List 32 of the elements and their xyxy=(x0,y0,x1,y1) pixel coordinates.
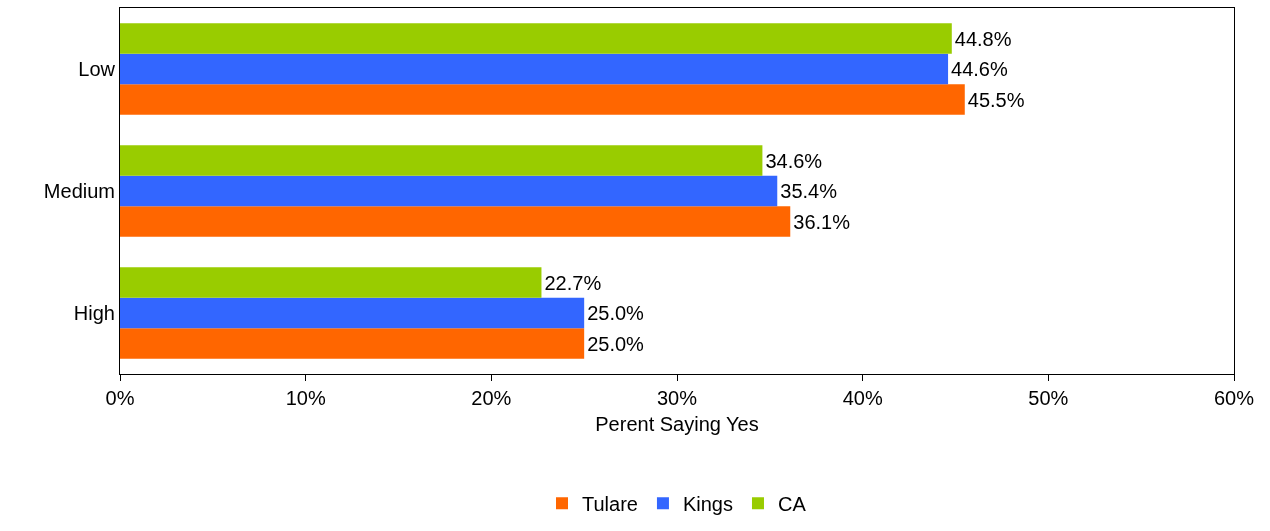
data-label: 45.5% xyxy=(967,88,1025,111)
data-label: 25.0% xyxy=(587,302,645,324)
data-label: 44.8% xyxy=(954,27,1012,50)
y-tick-label: Medium xyxy=(43,180,115,202)
data-label: 25.0% xyxy=(587,332,645,355)
x-axis-title: Perent Saying Yes xyxy=(595,412,759,435)
x-tick-label: 40% xyxy=(842,387,883,409)
x-tick-label: 30% xyxy=(656,387,698,409)
x-tick-label: 0% xyxy=(105,387,135,409)
bar xyxy=(120,23,952,54)
data-label: 44.6% xyxy=(951,58,1008,80)
bar xyxy=(120,297,585,329)
bar xyxy=(120,53,949,85)
bar xyxy=(120,328,585,359)
x-tick-label: 60% xyxy=(1213,387,1255,409)
x-tick-label: 50% xyxy=(1028,387,1069,409)
bar xyxy=(120,84,965,115)
y-tick-label: Low xyxy=(78,58,116,80)
data-label: 35.4% xyxy=(780,180,838,202)
bar xyxy=(120,206,791,237)
x-tick-label: 20% xyxy=(471,387,512,409)
y-tick-label: High xyxy=(73,302,115,324)
legend-label: Kings xyxy=(682,493,733,516)
bar xyxy=(120,175,778,207)
bar xyxy=(120,145,763,176)
legend-label: CA xyxy=(777,493,807,516)
legend-label: Tulare xyxy=(582,493,638,516)
data-label: 34.6% xyxy=(765,149,823,172)
data-label: 22.7% xyxy=(544,271,602,294)
x-tick-label: 10% xyxy=(285,387,326,409)
bar xyxy=(120,267,542,298)
data-label: 36.1% xyxy=(793,210,851,233)
